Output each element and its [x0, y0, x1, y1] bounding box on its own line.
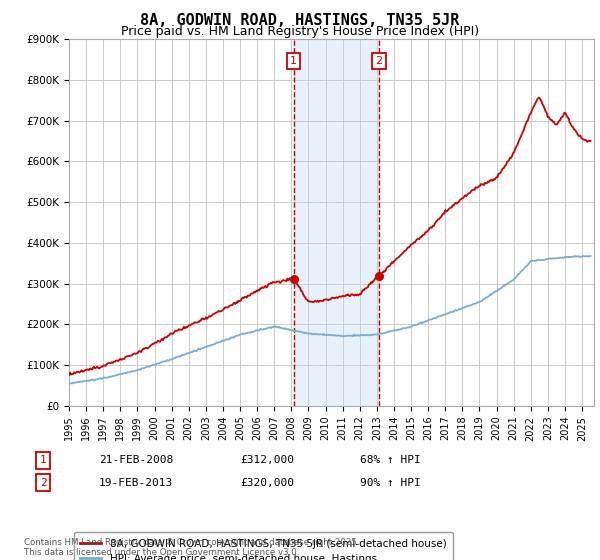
Text: 8A, GODWIN ROAD, HASTINGS, TN35 5JR: 8A, GODWIN ROAD, HASTINGS, TN35 5JR — [140, 13, 460, 28]
Text: Contains HM Land Registry data © Crown copyright and database right 2025.
This d: Contains HM Land Registry data © Crown c… — [24, 538, 359, 557]
Text: 1: 1 — [40, 455, 47, 465]
Text: 19-FEB-2013: 19-FEB-2013 — [99, 478, 173, 488]
Text: 1: 1 — [290, 55, 297, 66]
Text: 2: 2 — [376, 55, 383, 66]
Text: Price paid vs. HM Land Registry's House Price Index (HPI): Price paid vs. HM Land Registry's House … — [121, 25, 479, 38]
Text: 68% ↑ HPI: 68% ↑ HPI — [360, 455, 421, 465]
Text: £320,000: £320,000 — [240, 478, 294, 488]
Text: 90% ↑ HPI: 90% ↑ HPI — [360, 478, 421, 488]
Bar — [293, 39, 379, 406]
Legend: 8A, GODWIN ROAD, HASTINGS, TN35 5JR (semi-detached house), HPI: Average price, s: 8A, GODWIN ROAD, HASTINGS, TN35 5JR (sem… — [74, 532, 452, 560]
Text: £312,000: £312,000 — [240, 455, 294, 465]
Text: 21-FEB-2008: 21-FEB-2008 — [99, 455, 173, 465]
Text: 2: 2 — [40, 478, 47, 488]
